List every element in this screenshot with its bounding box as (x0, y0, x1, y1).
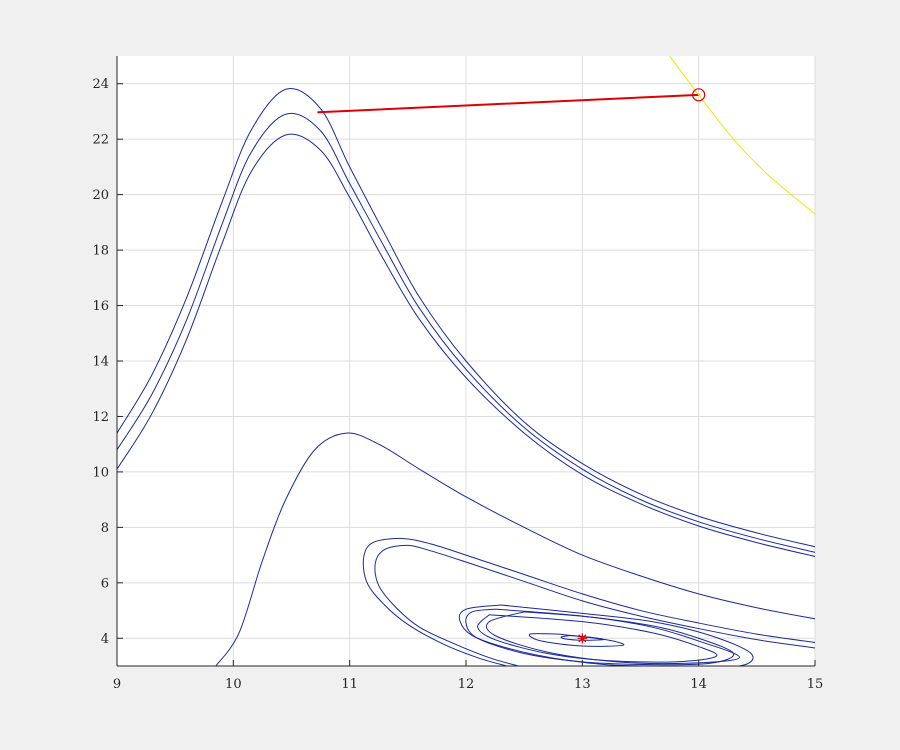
x-tick-label-6: 15 (807, 677, 824, 692)
boundary-line-13 (669, 56, 815, 215)
y-tick-label-2: 8 (101, 521, 109, 536)
y-tick-label-5: 14 (92, 355, 109, 370)
trajectory-line-7 (465, 608, 735, 666)
trajectory-line-8 (477, 614, 718, 663)
trajectory-line-5 (374, 544, 815, 666)
trajectory-line-10 (528, 633, 625, 647)
axes (116, 56, 816, 667)
trajectory-line-4 (362, 537, 815, 666)
tick-labels: 9 10 11 12 13 14 15 4 6 8 10 12 14 16 18 20 22 24 (92, 77, 823, 692)
equilibrium-star-marker (577, 633, 588, 644)
y-tick-label-8: 20 (92, 188, 109, 203)
series-layer (117, 56, 815, 666)
x-tick-label-3: 12 (458, 677, 475, 692)
y-tick-label-7: 18 (92, 244, 109, 259)
trajectory-line-0 (117, 88, 815, 548)
x-tick-label-0: 9 (113, 677, 121, 692)
marker-layer (577, 88, 706, 644)
circle-marker (692, 88, 706, 102)
trajectory-line-3 (215, 432, 815, 666)
x-tick-label-4: 13 (574, 677, 591, 692)
x-tick-label-5: 14 (690, 677, 707, 692)
segment-line-12 (317, 93, 700, 114)
trajectory-line-6 (458, 604, 754, 666)
trajectory-line-2 (117, 133, 815, 557)
x-tick-label-1: 10 (225, 677, 242, 692)
x-tick-label-2: 11 (341, 677, 358, 692)
y-tick-label-9: 22 (92, 133, 109, 148)
trajectory-line-1 (117, 112, 815, 553)
y-tick-label-10: 24 (92, 77, 109, 92)
y-tick-label-6: 16 (92, 299, 109, 314)
y-tick-label-0: 4 (101, 632, 109, 647)
y-tick-label-1: 6 (101, 576, 109, 591)
y-tick-label-3: 10 (92, 465, 109, 480)
trajectory-line-9 (485, 611, 740, 665)
y-tick-label-4: 12 (92, 410, 109, 425)
